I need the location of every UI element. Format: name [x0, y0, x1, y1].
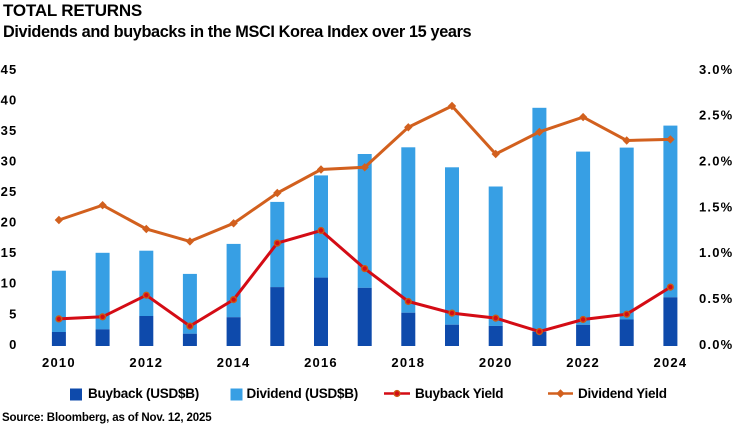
svg-text:2022: 2022	[566, 355, 600, 370]
svg-text:2020: 2020	[479, 355, 513, 370]
svg-text:20: 20	[1, 215, 18, 230]
svg-text:35: 35	[1, 123, 18, 138]
svg-text:1.5%: 1.5%	[699, 199, 733, 214]
svg-text:2.5%: 2.5%	[699, 108, 733, 123]
svg-text:TOTAL RETURNS: TOTAL RETURNS	[3, 1, 142, 20]
svg-text:Dividend Yield: Dividend Yield	[578, 386, 667, 401]
svg-text:Dividends and buybacks in the: Dividends and buybacks in the MSCI Korea…	[3, 23, 472, 41]
svg-text:2016: 2016	[304, 355, 338, 370]
svg-text:0: 0	[9, 337, 17, 352]
svg-text:0.0%: 0.0%	[699, 337, 733, 352]
svg-text:2014: 2014	[217, 355, 251, 370]
svg-text:2.0%: 2.0%	[699, 154, 733, 169]
svg-text:2012: 2012	[129, 355, 163, 370]
svg-text:1.0%: 1.0%	[699, 245, 733, 260]
svg-text:5: 5	[9, 306, 17, 321]
svg-text:2010: 2010	[42, 355, 76, 370]
svg-text:45: 45	[1, 62, 18, 77]
svg-text:25: 25	[1, 184, 18, 199]
svg-text:3.0%: 3.0%	[699, 62, 733, 77]
svg-text:Buyback (USD$B): Buyback (USD$B)	[88, 386, 199, 401]
svg-text:2024: 2024	[654, 355, 688, 370]
svg-text:2018: 2018	[391, 355, 425, 370]
svg-text:Source: Bloomberg, as of Nov.: Source: Bloomberg, as of Nov. 12, 2025	[2, 412, 212, 424]
svg-text:Dividend (USD$B): Dividend (USD$B)	[247, 386, 359, 401]
svg-text:Buyback Yield: Buyback Yield	[415, 386, 503, 401]
svg-text:40: 40	[1, 92, 18, 107]
svg-text:15: 15	[1, 245, 18, 260]
svg-text:10: 10	[1, 276, 18, 291]
svg-text:0.5%: 0.5%	[699, 291, 733, 306]
svg-text:30: 30	[1, 154, 18, 169]
